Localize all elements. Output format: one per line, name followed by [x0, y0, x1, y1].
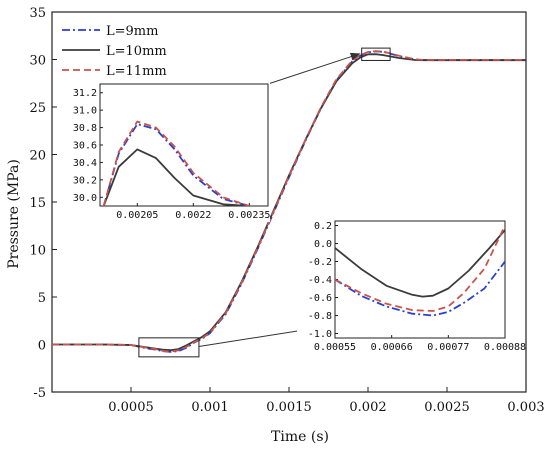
- peak-inset-series-line-2: [102, 148, 250, 206]
- x-tick-label: 0.002: [349, 400, 386, 415]
- trough-zoom-box: [138, 337, 200, 358]
- peak-connector-arrow: [267, 52, 361, 85]
- peak-inset-x-tick-label: 0.00205: [116, 210, 158, 221]
- trough-inset-series-line-3: [335, 225, 505, 312]
- y-tick-label: -5: [33, 386, 46, 401]
- x-tick-label: 0.003: [507, 400, 544, 415]
- y-tick-label: 5: [38, 291, 46, 306]
- trough-inset-series-line-2: [335, 229, 505, 298]
- trough-inset-y-tick-label: -0.4: [308, 275, 332, 286]
- peak-inset-y-tick-label: 30.8: [73, 123, 97, 134]
- y-axis-label: Pressure (MPa): [6, 159, 22, 269]
- peak-zoom-box: [361, 47, 391, 61]
- series-line-3: [52, 50, 526, 353]
- y-tick-label: 10: [29, 244, 46, 259]
- peak-inset-y-tick-label: 30.6: [73, 141, 97, 152]
- y-tick-label: 15: [29, 196, 46, 211]
- legend-label-1: L=9mm: [106, 24, 158, 39]
- x-axis-label: Time (s): [271, 429, 329, 445]
- y-tick-label: 30: [29, 54, 46, 69]
- trough-inset-y-tick-label: -1.0: [308, 329, 332, 340]
- x-tick-label: 0.0015: [266, 400, 312, 415]
- y-tick-label: 20: [29, 149, 46, 164]
- y-tick-label: 0: [38, 339, 46, 354]
- peak-inset-y-tick-label: 30.0: [73, 193, 97, 204]
- trough-inset-y-tick-label: -0.6: [308, 293, 332, 304]
- peak-inset-series-line-3: [102, 120, 250, 206]
- trough-inset-x-tick-label: 0.00077: [427, 342, 469, 353]
- x-tick-label: 0.0005: [108, 400, 154, 415]
- peak-inset-y-tick-label: 31.0: [73, 106, 97, 117]
- y-tick-label: 35: [29, 6, 46, 21]
- peak-inset-x-tick-label: 0.00235: [228, 210, 270, 221]
- peak-inset-y-tick-label: 30.4: [73, 158, 97, 169]
- legend-label-3: L=11mm: [106, 64, 167, 79]
- trough-inset-x-tick-label: 0.00066: [371, 342, 413, 353]
- trough-inset-x-tick-label: 0.00088: [484, 342, 526, 353]
- trough-inset-y-tick-label: 0.0: [314, 239, 332, 250]
- peak-inset-y-tick-label: 31.2: [73, 88, 97, 99]
- peak-inset-series-line-1: [102, 123, 250, 206]
- peak-inset-series-group: [102, 120, 250, 206]
- trough-inset-y-tick-label: 0.2: [314, 221, 332, 232]
- x-tick-label: 0.0025: [424, 400, 470, 415]
- y-tick-label: 25: [29, 101, 46, 116]
- trough-inset-y-tick-label: -0.2: [308, 257, 332, 268]
- trough-inset-series-group: [335, 225, 505, 317]
- x-tick-label: 0.001: [191, 400, 228, 415]
- trough-inset-frame: [334, 220, 506, 339]
- legend-label-2: L=10mm: [106, 44, 167, 59]
- trough-inset-series-line-1: [335, 260, 505, 317]
- trough-inset-x-tick-label: 0.00055: [314, 342, 356, 353]
- peak-inset-y-tick-label: 30.2: [73, 175, 97, 186]
- trough-inset-y-tick-label: -0.8: [308, 311, 332, 322]
- peak-inset-x-tick-label: 0.0022: [175, 210, 211, 221]
